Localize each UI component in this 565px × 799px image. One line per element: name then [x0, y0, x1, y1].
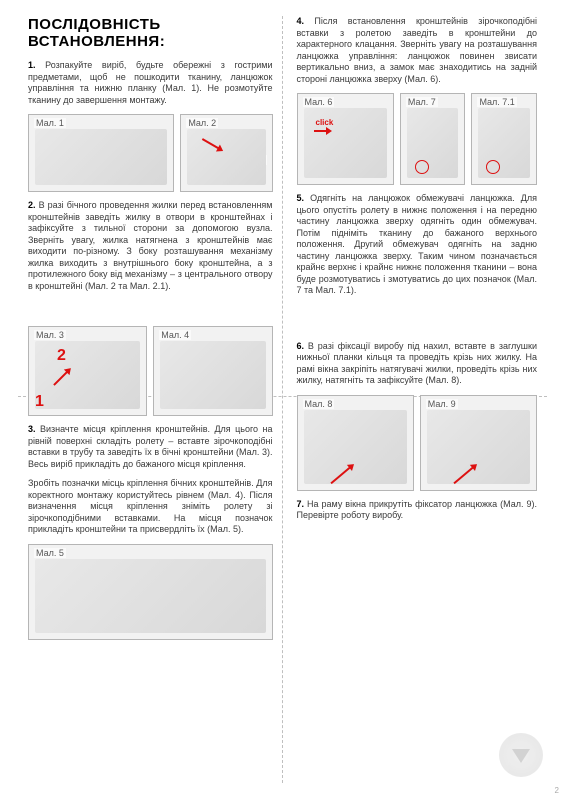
step-5-text: Одягніть на ланцюжок обмежувачі ланцюжка… — [297, 193, 538, 295]
left-column: ПОСЛІДОВНІСТЬ ВСТАНОВЛЕННЯ: 1. Розпакуйт… — [18, 16, 283, 789]
click-annot: click — [316, 118, 334, 127]
annot-1: 1 — [35, 393, 44, 411]
red-arrow-icon — [314, 130, 328, 132]
figure-5-illus — [35, 559, 266, 633]
step-6-text: В разі фіксації виробу під нахил, вставт… — [297, 341, 538, 386]
figure-3-label: Мал. 3 — [34, 330, 66, 340]
right-column: 4. Після встановлення кронштейнів зірочк… — [283, 16, 548, 789]
figure-7-label: Мал. 7 — [406, 97, 438, 107]
figure-row-6-7: Мал. 6 click Мал. 7 Мал. 7.1 — [297, 93, 538, 193]
step-3a: 3. Визначте місця кріплення кронштейнів.… — [28, 424, 273, 470]
figure-71-label: Мал. 7.1 — [477, 97, 516, 107]
watermark-icon — [499, 733, 543, 777]
figure-71: Мал. 7.1 — [471, 93, 537, 185]
figure-9-label: Мал. 9 — [426, 399, 458, 409]
figure-9-illus — [427, 410, 530, 484]
figure-1-illus — [35, 129, 167, 185]
figure-6: Мал. 6 click — [297, 93, 394, 185]
step-1: 1. Розпакуйте виріб, будьте обережні з г… — [28, 60, 273, 106]
step-7-text: На раму вікна прикрутіть фіксатор ланцюж… — [297, 499, 538, 521]
figure-row-3-4: Мал. 3 1 2 Мал. 4 — [28, 326, 273, 424]
step-3b-text: Зробіть позначки місць кріплення бічних … — [28, 478, 273, 534]
figure-row-8-9: Мал. 8 Мал. 9 — [297, 395, 538, 499]
page-title: ПОСЛІДОВНІСТЬ ВСТАНОВЛЕННЯ: — [28, 16, 273, 50]
figure-1-label: Мал. 1 — [34, 118, 66, 128]
figure-8: Мал. 8 — [297, 395, 414, 491]
step-7: 7. На раму вікна прикрутіть фіксатор лан… — [297, 499, 538, 522]
step-3a-text: Визначте місця кріплення кронштейнів. Дл… — [28, 424, 273, 469]
page-number: 2 — [555, 786, 559, 795]
figure-row-1-2: Мал. 1 Мал. 2 Мал. 2.1 — [28, 114, 273, 200]
figure-3-illus — [35, 341, 140, 409]
figure-2-illus — [187, 129, 265, 185]
figure-8-illus — [304, 410, 407, 484]
step-2-text: В разі бічного проведення жилки перед вс… — [28, 200, 273, 291]
figure-6-label: Мал. 6 — [303, 97, 335, 107]
figure-5-label: Мал. 5 — [34, 548, 66, 558]
figure-4-illus — [160, 341, 265, 409]
step-4-text: Після встановлення кронштейнів зірочкопо… — [297, 16, 538, 84]
figure-4: Мал. 4 — [153, 326, 272, 416]
annot-2: 2 — [57, 347, 66, 365]
figure-8-label: Мал. 8 — [303, 399, 335, 409]
step-4: 4. Після встановлення кронштейнів зірочк… — [297, 16, 538, 85]
figure-2: Мал. 2 Мал. 2.1 — [180, 114, 272, 192]
instruction-page: ПОСЛІДОВНІСТЬ ВСТАНОВЛЕННЯ: 1. Розпакуйт… — [0, 0, 565, 799]
step-3b: Зробіть позначки місць кріплення бічних … — [28, 478, 273, 536]
step-2: 2. В разі бічного проведення жилки перед… — [28, 200, 273, 292]
red-circle-icon — [415, 160, 429, 174]
figure-4-label: Мал. 4 — [159, 330, 191, 340]
figure-1: Мал. 1 — [28, 114, 174, 192]
step-1-text: Розпакуйте виріб, будьте обережні з гост… — [28, 60, 273, 105]
step-5: 5. Одягніть на ланцюжок обмежувачі ланцю… — [297, 193, 538, 297]
figure-3: Мал. 3 1 2 — [28, 326, 147, 416]
step-6: 6. В разі фіксації виробу під нахил, вст… — [297, 341, 538, 387]
figure-7: Мал. 7 — [400, 93, 466, 185]
figure-2-label: Мал. 2 — [186, 118, 218, 128]
figure-9: Мал. 9 — [420, 395, 537, 491]
figure-5: Мал. 5 — [28, 544, 273, 640]
